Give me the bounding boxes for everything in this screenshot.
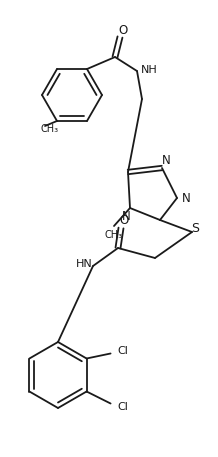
Text: S: S: [191, 222, 199, 234]
Text: CH₃: CH₃: [105, 230, 123, 240]
Text: Cl: Cl: [118, 403, 128, 413]
Text: N: N: [162, 154, 170, 168]
Text: HN: HN: [76, 259, 92, 269]
Text: N: N: [182, 191, 190, 204]
Text: O: O: [119, 214, 129, 228]
Text: NH: NH: [141, 65, 158, 75]
Text: N: N: [122, 209, 130, 223]
Text: O: O: [118, 23, 128, 37]
Text: CH₃: CH₃: [40, 124, 58, 134]
Text: Cl: Cl: [118, 346, 128, 356]
